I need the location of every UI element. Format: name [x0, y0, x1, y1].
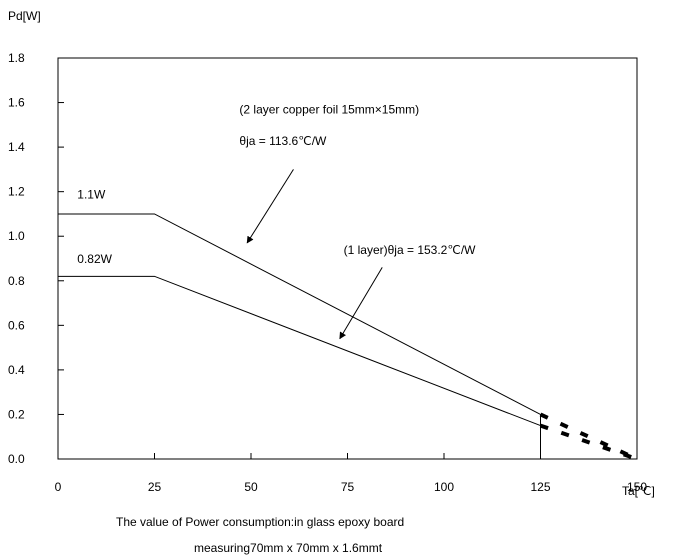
annotation-label: (2 layer copper foil 15mm×15mm) — [239, 103, 419, 117]
x-axis-label: Ta[℃] — [622, 484, 655, 498]
y-tick-label: 1.4 — [8, 140, 25, 154]
y-tick-label: 1.8 — [8, 51, 25, 65]
y-axis-label: Pd[W] — [8, 9, 41, 23]
y-tick-label: 0.4 — [8, 363, 25, 377]
x-tick-label: 25 — [148, 480, 162, 494]
series-line — [58, 275, 541, 427]
annotation-label: (1 layer)θja = 153.2℃/W — [344, 243, 477, 257]
series-dashed-extension — [539, 423, 638, 461]
x-tick-label: 0 — [55, 480, 62, 494]
annotation-label: 1.1W — [77, 187, 106, 201]
annotation-arrow — [339, 267, 383, 340]
x-tick-label: 125 — [530, 480, 550, 494]
footnote-line-1: The value of Power consumption:in glass … — [116, 515, 404, 529]
series-line — [58, 213, 541, 415]
annotation-label: 0.82W — [77, 252, 112, 266]
y-axis-ticks: 0.0 0.2 0.4 0.6 0.8 1.0 1.2 1.4 1.6 1.8 — [8, 51, 64, 466]
annotation-arrow — [246, 169, 294, 244]
x-tick-label: 75 — [341, 480, 355, 494]
y-tick-label: 0.0 — [8, 452, 25, 466]
annotations: 1.1W 0.82W (2 layer copper foil 15mm×15mm)… — [77, 103, 477, 340]
x-tick-label: 50 — [244, 480, 258, 494]
y-tick-label: 0.8 — [8, 274, 25, 288]
y-tick-label: 0.6 — [8, 318, 25, 332]
x-tick-label: 150 — [627, 480, 647, 494]
y-tick-label: 1.2 — [8, 185, 25, 199]
annotation-label: θja = 113.6℃/W — [239, 134, 327, 148]
y-tick-label: 1.0 — [8, 229, 25, 243]
y-tick-label: 1.6 — [8, 96, 25, 110]
x-tick-label: 100 — [434, 480, 454, 494]
y-tick-label: 0.2 — [8, 407, 25, 421]
plot-area — [57, 57, 638, 460]
series-lines — [58, 213, 638, 461]
series-dashed-extension — [539, 412, 638, 461]
footnote-line-2: measuring70mm x 70mm x 1.6mmt — [194, 541, 383, 555]
